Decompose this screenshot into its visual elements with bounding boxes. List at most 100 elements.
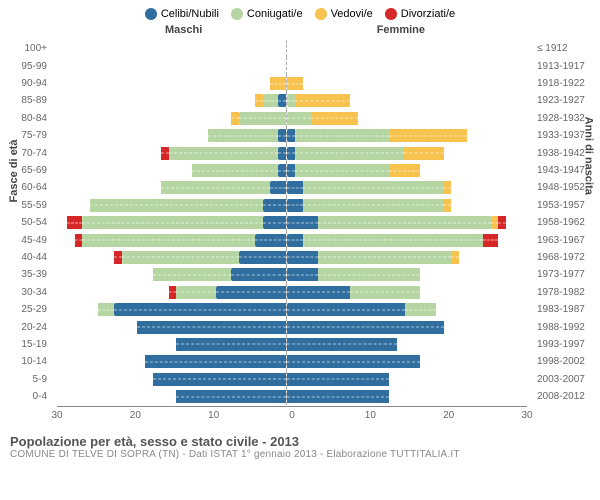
bar-segment xyxy=(176,286,215,299)
male-bar xyxy=(52,110,287,127)
bar-segment xyxy=(295,94,350,107)
bar-segment xyxy=(389,129,467,142)
female-bar xyxy=(287,284,522,301)
bar-segment xyxy=(491,216,499,229)
bar-segment xyxy=(318,268,420,281)
bar-segment xyxy=(287,373,389,386)
bar-segment xyxy=(169,147,279,160)
bars-zone xyxy=(52,197,532,214)
birth-year-label: 1958-1962 xyxy=(532,217,590,228)
footer-subtitle: COMUNE DI TELVE DI SOPRA (TN) - Dati IST… xyxy=(10,449,590,460)
bar-segment xyxy=(161,147,169,160)
pyramid-row: 45-491963-1967 xyxy=(10,231,590,248)
bars-zone xyxy=(52,284,532,301)
male-bar xyxy=(52,92,287,109)
female-bar xyxy=(287,127,522,144)
bar-segment xyxy=(389,164,420,177)
bar-segment xyxy=(295,164,389,177)
bar-segment xyxy=(270,77,286,90)
pyramid-row: 0-4 2008-2012 xyxy=(10,388,590,405)
female-bar xyxy=(287,371,522,388)
x-axis: 3020100102030 xyxy=(57,406,527,432)
birth-year-label: 1948-1952 xyxy=(532,182,590,193)
bars-zone xyxy=(52,127,532,144)
bar-segment xyxy=(287,338,397,351)
bar-segment xyxy=(161,181,271,194)
bar-segment xyxy=(303,181,444,194)
bars-zone xyxy=(52,179,532,196)
female-bar xyxy=(287,249,522,266)
birth-year-label: 1933-1937 xyxy=(532,130,590,141)
bars-zone xyxy=(52,144,532,161)
bar-segment xyxy=(295,129,389,142)
male-bar xyxy=(52,40,287,57)
bar-segment xyxy=(287,390,389,403)
age-label: 100+ xyxy=(10,43,52,54)
bars-zone xyxy=(52,318,532,335)
female-bar xyxy=(287,162,522,179)
pyramid-row: 15-191993-1997 xyxy=(10,336,590,353)
bar-segment xyxy=(287,268,318,281)
bars-zone xyxy=(52,371,532,388)
pyramid-row: 65-691943-1947 xyxy=(10,162,590,179)
pyramid-row: 80-84 1928-1932 xyxy=(10,110,590,127)
age-label: 80-84 xyxy=(10,113,52,124)
x-tick: 0 xyxy=(289,410,295,421)
bar-segment xyxy=(145,355,286,368)
female-bar xyxy=(287,214,522,231)
bar-segment xyxy=(287,129,295,142)
bars-zone xyxy=(52,110,532,127)
x-tick: 20 xyxy=(443,410,454,421)
legend-item: Coniugati/e xyxy=(231,8,303,20)
bars-zone xyxy=(52,231,532,248)
bar-segment xyxy=(287,181,303,194)
pyramid-row: 25-291983-1987 xyxy=(10,301,590,318)
female-bar xyxy=(287,179,522,196)
age-label: 30-34 xyxy=(10,287,52,298)
bars-zone xyxy=(52,388,532,405)
age-label: 25-29 xyxy=(10,304,52,315)
legend-item: Vedovi/e xyxy=(315,8,373,20)
bar-segment xyxy=(287,94,295,107)
bars-zone xyxy=(52,336,532,353)
bar-segment xyxy=(278,94,286,107)
bar-segment xyxy=(444,181,452,194)
legend-label: Coniugati/e xyxy=(247,8,303,20)
birth-year-label: 1928-1932 xyxy=(532,113,590,124)
bars-zone xyxy=(52,353,532,370)
pyramid-row: 60-641948-1952 xyxy=(10,179,590,196)
bar-segment xyxy=(318,216,490,229)
bar-segment xyxy=(287,112,311,125)
legend-item: Celibi/Nubili xyxy=(145,8,219,20)
age-label: 5-9 xyxy=(10,374,52,385)
birth-year-label: 2008-2012 xyxy=(532,391,590,402)
bar-segment xyxy=(216,286,287,299)
age-label: 55-59 xyxy=(10,200,52,211)
birth-year-label: 1968-1972 xyxy=(532,252,590,263)
bar-segment xyxy=(483,234,499,247)
legend-label: Divorziati/e xyxy=(401,8,455,20)
bars-zone xyxy=(52,57,532,74)
bar-segment xyxy=(263,94,279,107)
male-bar xyxy=(52,144,287,161)
age-label: 45-49 xyxy=(10,235,52,246)
birth-year-label: 1988-1992 xyxy=(532,322,590,333)
female-bar xyxy=(287,92,522,109)
bars-zone xyxy=(52,162,532,179)
bar-segment xyxy=(137,321,286,334)
bar-segment xyxy=(287,251,318,264)
bar-segment xyxy=(498,216,506,229)
female-bar xyxy=(287,75,522,92)
bar-segment xyxy=(350,286,421,299)
age-label: 0-4 xyxy=(10,391,52,402)
age-label: 40-44 xyxy=(10,252,52,263)
chart-container: Celibi/Nubili Coniugati/e Vedovi/e Divorzia… xyxy=(0,0,600,500)
legend-swatch xyxy=(385,8,397,20)
bar-segment xyxy=(153,268,231,281)
pyramid-rows: 100+≤ 191295-991913-191790-941918-192285… xyxy=(10,40,590,405)
bar-segment xyxy=(303,234,483,247)
bar-segment xyxy=(263,199,287,212)
legend-swatch xyxy=(145,8,157,20)
legend-swatch xyxy=(231,8,243,20)
birth-year-label: 2003-2007 xyxy=(532,374,590,385)
